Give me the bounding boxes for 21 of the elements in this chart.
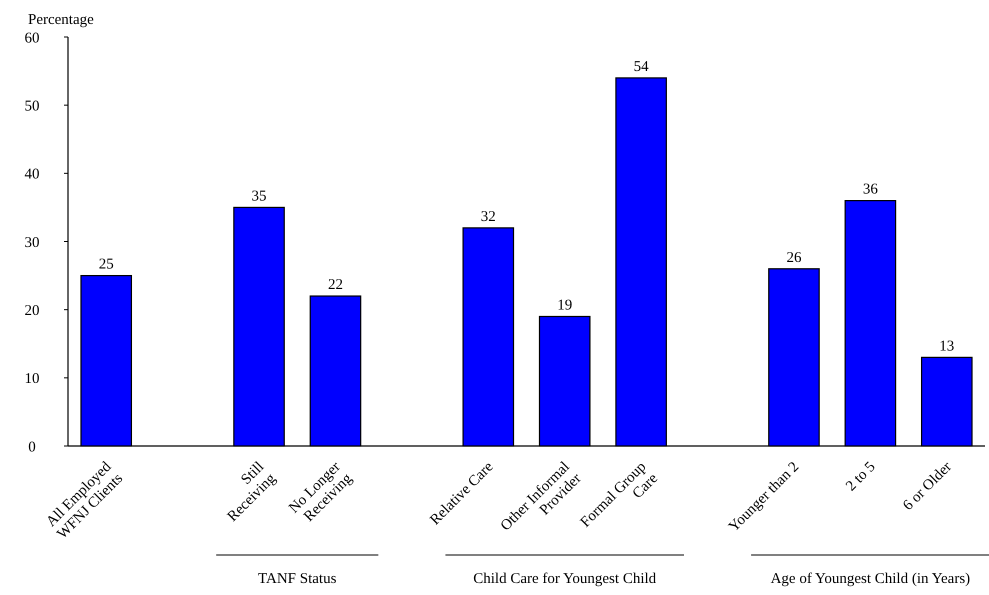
data-label: 32 <box>480 208 496 225</box>
data-label: 25 <box>98 256 114 273</box>
data-label: 19 <box>557 297 572 314</box>
y-tick-label: 40 <box>24 166 40 183</box>
data-label: 35 <box>252 188 267 204</box>
data-label: 36 <box>862 182 878 198</box>
y-tick-label: 60 <box>24 30 40 46</box>
text: TANF Status <box>258 571 337 587</box>
data-label: 22 <box>328 277 343 294</box>
y-tick-label: 50 <box>24 98 40 114</box>
text: Child Care for Youngest Child <box>473 571 657 587</box>
text: Age of Youngest Child (in Years) <box>770 571 970 587</box>
x-tick-label: 2 to 5 <box>843 458 879 494</box>
y-tick-label: 10 <box>24 371 40 388</box>
data-label: 13 <box>939 338 954 354</box>
data-label: 54 <box>634 58 650 75</box>
y-tick-label: 20 <box>24 302 40 319</box>
y-tick-label: 0 <box>28 439 36 456</box>
y-tick-label: 30 <box>24 234 40 251</box>
y-axis-title: Percentage <box>28 12 94 28</box>
data-label: 26 <box>786 250 802 266</box>
